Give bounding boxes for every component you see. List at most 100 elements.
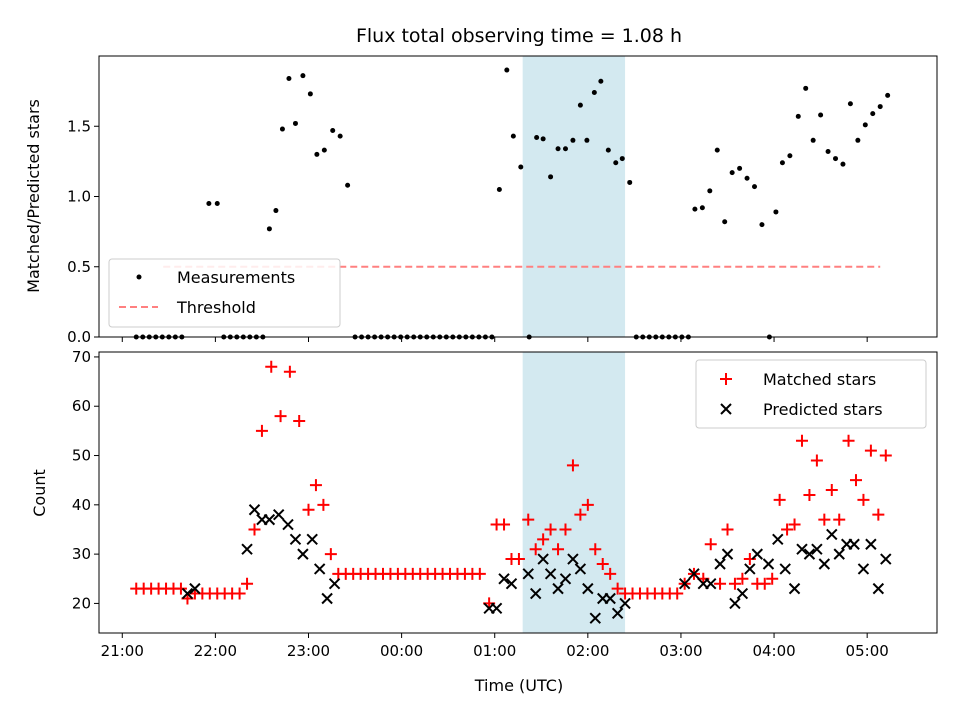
predicted-star-point — [522, 568, 534, 580]
y-tick-label: 30 — [72, 545, 91, 563]
measurement-point — [330, 127, 336, 133]
matched-star-point — [241, 577, 254, 590]
y-tick-label: 20 — [72, 594, 91, 612]
predicted-star-point — [306, 533, 318, 546]
y-tick-label: 0.0 — [67, 328, 91, 346]
predicted-star-point — [559, 573, 572, 585]
matched-star-point — [174, 582, 187, 595]
measurement-point — [555, 146, 561, 152]
x-tick-label: 04:00 — [752, 642, 795, 660]
measurement-point — [307, 91, 313, 97]
legend-matched-marker — [720, 373, 732, 385]
measurement-point — [584, 137, 590, 143]
matched-star-point — [704, 538, 717, 551]
x-tick-label: 03:00 — [659, 642, 702, 660]
predicted-star-point — [788, 582, 801, 595]
predicted-star-point — [611, 607, 624, 619]
x-tick-label: 01:00 — [473, 642, 516, 660]
predicted-star-point — [772, 533, 784, 546]
predicted-star-point — [721, 548, 734, 560]
matched-star-point — [522, 513, 535, 526]
matched-star-point — [810, 454, 823, 467]
predicted-star-point — [736, 587, 749, 600]
measurement-point — [818, 112, 824, 118]
measurement-point — [825, 149, 831, 155]
y-tick-label: 1.0 — [67, 188, 91, 206]
predicted-star-point — [574, 563, 587, 575]
matched-star-point — [265, 360, 278, 373]
count-x-ticks: 21:00 22:00 23:00 00:00 01:00 02:00 03:00 04:00… — [101, 633, 889, 660]
y-tick-label: 0.5 — [67, 258, 91, 276]
ratio-y-axis-label: Matched/Predicted stars — [24, 99, 43, 293]
matched-star-point — [233, 587, 246, 600]
measurement-point — [692, 206, 698, 212]
matched-star-point — [512, 553, 525, 566]
predicted-star-point — [282, 518, 294, 531]
predicted-star-point — [857, 563, 870, 575]
measurement-point — [779, 160, 785, 166]
predicted-star-point — [872, 582, 885, 595]
measurement-point — [729, 170, 735, 176]
predicted-star-point — [321, 592, 333, 605]
y-tick-label: 1.5 — [67, 117, 91, 135]
matched-star-point — [473, 567, 486, 580]
ratio-axes-frame — [98, 55, 938, 338]
y-tick-label: 70 — [72, 348, 91, 366]
ratio-y-ticks: 0.0 0.5 1.0 1.5 — [67, 117, 99, 346]
measurement-point — [862, 122, 868, 128]
predicted-star-point — [779, 563, 791, 575]
predicted-star-point — [272, 508, 285, 521]
x-tick-label: 22:00 — [194, 642, 237, 660]
matched-star-point — [611, 582, 624, 595]
measurement-point — [699, 205, 705, 211]
ratio-panel: 0.0 0.5 1.0 1.5 Matched/Predicted stars Mea… — [24, 55, 938, 346]
predicted-star-point — [803, 548, 816, 560]
predicted-star-point — [297, 548, 309, 560]
legend-predicted-marker — [720, 403, 732, 415]
predicted-star-point — [811, 543, 823, 555]
matched-star-point — [589, 543, 602, 556]
measurement-point — [877, 104, 883, 110]
predicted-star-point — [880, 553, 892, 565]
matched-star-point — [849, 474, 862, 487]
measurement-point — [598, 78, 604, 84]
predicted-star-point — [505, 577, 518, 590]
predicted-star-point — [313, 563, 326, 575]
x-tick-label: 00:00 — [380, 642, 423, 660]
matched-star-point — [529, 543, 542, 556]
measurement-point — [714, 147, 720, 153]
measurement-point — [870, 111, 876, 117]
measurement-point — [518, 164, 524, 170]
predicted-star-point — [818, 558, 831, 570]
matched-star-point — [872, 508, 885, 521]
x-tick-label: 23:00 — [287, 642, 330, 660]
predicted-star-point — [181, 587, 194, 600]
y-tick-label: 60 — [72, 397, 91, 415]
predicted-star-point — [537, 553, 549, 565]
matched-star-point — [879, 449, 892, 462]
measurement-point — [722, 219, 728, 225]
matched-star-point — [293, 415, 306, 428]
measurement-point — [214, 201, 220, 207]
x-axis-label: Time (UTC) — [474, 676, 563, 695]
measurement-point — [345, 182, 351, 188]
legend-matched-label: Matched stars — [763, 370, 876, 389]
predicted-star-point — [582, 582, 594, 595]
count-legend-box — [695, 359, 927, 429]
predicted-star-point — [833, 548, 845, 560]
predicted-star-point — [678, 577, 691, 590]
measurement-point — [548, 174, 554, 180]
count-legend: Matched stars Predicted stars — [695, 359, 927, 429]
measurement-point — [840, 161, 846, 167]
matched-star-point — [758, 577, 771, 590]
matched-star-point — [559, 523, 572, 536]
matched-star-point — [537, 533, 550, 546]
predicted-star-point — [604, 592, 616, 605]
measurement-point — [510, 133, 516, 139]
matched-star-point — [743, 553, 756, 566]
predicted-star-point — [705, 577, 717, 590]
legend-measurements-label: Measurements — [177, 268, 295, 287]
count-y-ticks: 20 30 40 50 60 70 — [72, 348, 99, 612]
measurement-point — [605, 147, 611, 153]
